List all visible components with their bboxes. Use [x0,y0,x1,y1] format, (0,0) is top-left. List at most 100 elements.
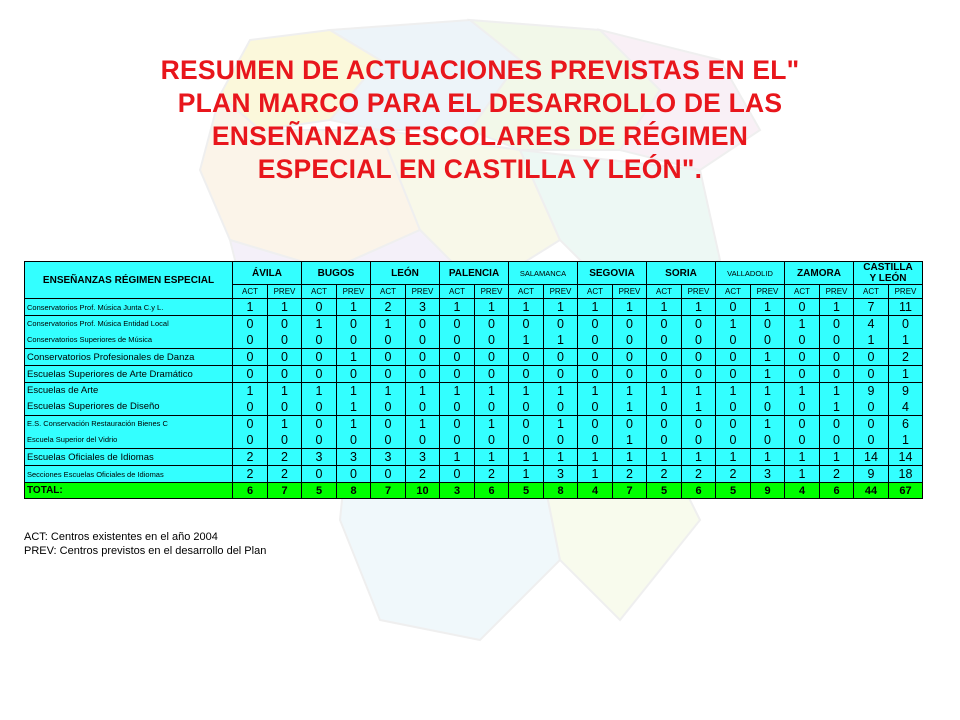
value-cell: 1 [543,298,578,316]
value: 0 [315,467,323,481]
value-cell: 1 [612,298,647,316]
value: 0 [488,433,495,447]
value-cell: 2 [267,465,302,483]
value: 1 [695,300,702,314]
sub-header-prev: PREV [336,284,371,299]
value: 0 [695,417,702,431]
value: 0 [660,350,668,364]
sub-header-act: ACT [784,284,820,299]
value: 1 [764,300,771,314]
total-value: 5 [508,482,544,499]
summary-table: ENSEÑANZAS RÉGIMEN ESPECIAL ÁVILA BUGOS LEÓ… [24,261,923,499]
value-cell: 0 [612,365,647,383]
value: 0 [453,367,461,381]
sub-header-act: ACT [508,284,544,299]
row-label-line: Conservatorios Superiores de Música [27,335,153,344]
value-cell: 1 [267,298,302,316]
value: 0 [281,367,288,381]
value-cell: 1 [784,448,820,466]
value: 1 [384,384,392,398]
value: 0 [591,400,599,414]
value: 1 [764,417,771,431]
value: 0 [522,350,530,364]
value: 9 [902,384,909,398]
value: 1 [488,450,495,464]
value-cell: 2 [232,465,268,483]
value-cell: 0 [612,348,647,366]
value-cell: 2 [715,465,751,483]
value: 0 [695,367,702,381]
value: 0 [591,417,599,431]
value: 0 [833,350,840,364]
value: 0 [867,350,875,364]
value-cell: 0 [301,365,337,383]
total-header-line: CASTILLA [863,262,913,274]
value: 0 [453,467,461,481]
value: 0 [419,367,426,381]
value: 3 [419,450,426,464]
sub-header-act: ACT [301,284,337,299]
value: 1 [660,450,668,464]
value-cell: 1 [543,448,578,466]
total-label: TOTAL: [24,482,233,499]
value: 1 [591,384,599,398]
value: 2 [660,467,668,481]
value: 0 [867,367,875,381]
value-cell: 0 [370,348,406,366]
value-cell: 1 [439,448,475,466]
value-cell: 0 [474,348,509,366]
value-cell: 2 [646,465,682,483]
total-value: 7 [370,482,406,499]
sub-header-prev: PREV [612,284,647,299]
value: 1 [419,417,426,431]
value: 0 [902,317,909,331]
row-label-line: E.S. Conservación Restauración Bienes C [27,419,168,428]
value: 0 [488,317,495,331]
value-cell: 0 [853,348,889,366]
province-header: ÁVILA [232,261,302,285]
value: 1 [350,300,357,314]
value: 1 [350,384,357,398]
value: 0 [246,333,254,347]
value-cell: 1 [439,298,475,316]
value: 0 [695,317,702,331]
value: 0 [626,333,633,347]
value: 1 [660,300,668,314]
sub-header-act: ACT [715,284,751,299]
value: 9 [867,384,875,398]
value: 1 [419,384,426,398]
value: 0 [453,333,461,347]
title-line-3: ENSEÑANZAS ESCOLARES DE RÉGIMEN [211,121,749,151]
value-cell: 0 [715,298,751,316]
row-label-line: Escuelas de Arte [27,385,99,396]
row-label: Secciones Escuelas Oficiales de Idiomas [24,465,233,483]
value-cell: 1 [888,365,923,383]
value: 2 [281,450,288,464]
value: 0 [453,350,461,364]
value-cell: 0 [715,348,751,366]
value-cell: 0 [301,298,337,316]
value: 0 [798,433,806,447]
value: 0 [833,433,840,447]
value-cell: 0 [301,348,337,366]
value-cell: 1 [819,448,854,466]
value-cell: 0 [681,365,716,383]
value-cell: 1 [750,448,785,466]
